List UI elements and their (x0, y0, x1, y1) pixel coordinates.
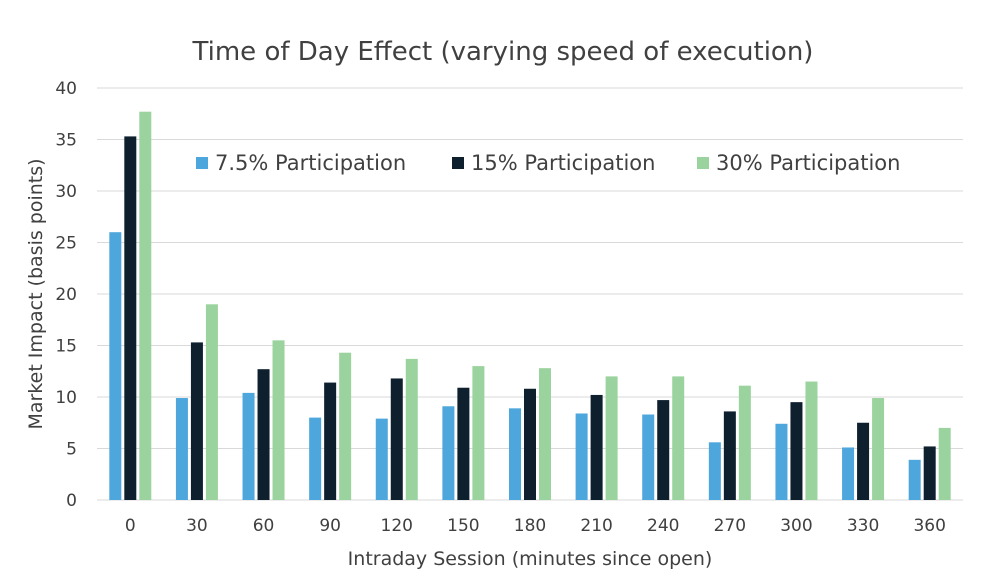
x-tick-label: 90 (319, 516, 341, 536)
y-tick-label: 15 (55, 337, 77, 357)
y-tick-label: 25 (55, 234, 77, 254)
bar (405, 358, 418, 500)
bar (642, 414, 655, 500)
bar (672, 376, 685, 500)
x-tick-label: 150 (447, 516, 479, 536)
x-tick-label: 30 (186, 516, 208, 536)
bar (509, 408, 521, 500)
legend: 7.5% Participation 15% Participation 30% P… (196, 151, 900, 175)
legend-label: 30% Participation (716, 151, 900, 175)
x-tick-label: 300 (780, 516, 812, 536)
x-tick-label: 360 (913, 516, 945, 536)
x-tick-label: 120 (381, 516, 413, 536)
bar (124, 136, 137, 500)
x-tick-label: 180 (514, 516, 546, 536)
y-tick-label: 35 (55, 131, 77, 151)
bar (257, 369, 270, 500)
x-tick-label: 210 (580, 516, 612, 536)
legend-label: 15% Participation (471, 151, 655, 175)
gridlines (97, 87, 963, 501)
bar (805, 381, 818, 500)
legend-label: 7.5% Participation (215, 151, 406, 175)
bar (857, 422, 870, 500)
y-tick-label: 30 (55, 182, 77, 202)
bars (109, 111, 951, 500)
bar (590, 394, 603, 500)
y-tick-label: 40 (55, 79, 77, 99)
bar (539, 368, 551, 500)
bar (390, 378, 403, 500)
legend-swatch (697, 157, 709, 169)
x-tick-label: 0 (125, 516, 136, 536)
bar (324, 382, 337, 500)
bar (109, 232, 122, 500)
bar (309, 417, 322, 500)
y-axis-label: Market Impact (basis points) (25, 158, 47, 429)
y-tick-label: 20 (55, 285, 77, 305)
x-axis-ticks: 0 30 60 90 120 150 180 210 240 270 300 330 360 (125, 516, 946, 536)
bar (205, 304, 218, 500)
bar (938, 427, 951, 500)
bar (738, 385, 751, 500)
bar (842, 447, 855, 500)
bar (175, 398, 188, 500)
bar (708, 442, 721, 500)
y-tick-label: 0 (66, 491, 77, 511)
legend-swatch (452, 157, 464, 169)
bar (139, 111, 152, 500)
bar (908, 459, 921, 500)
bar (605, 376, 618, 500)
x-tick-label: 240 (647, 516, 679, 536)
x-axis-label: Intraday Session (minutes since open) (348, 548, 713, 570)
bar (723, 411, 736, 500)
bar (657, 400, 670, 500)
bar (442, 406, 455, 500)
x-tick-label: 330 (847, 516, 879, 536)
y-axis-ticks: 0 5 10 15 20 25 30 35 40 (55, 79, 77, 511)
bar (472, 366, 485, 500)
bar (923, 446, 936, 500)
bar (790, 402, 803, 500)
bar (457, 387, 470, 500)
y-tick-label: 10 (55, 388, 77, 408)
x-tick-label: 270 (714, 516, 746, 536)
bar (375, 418, 388, 500)
chart-title: Time of Day Effect (varying speed of exe… (192, 37, 814, 67)
x-tick-label: 60 (253, 516, 275, 536)
bar (524, 388, 536, 500)
bar (190, 342, 203, 500)
bar (242, 392, 255, 500)
y-tick-label: 5 (66, 440, 77, 460)
bar (872, 398, 885, 500)
bar (575, 413, 588, 500)
bar (272, 340, 285, 500)
bar (339, 352, 352, 500)
legend-swatch (196, 157, 208, 169)
bar (775, 423, 788, 500)
